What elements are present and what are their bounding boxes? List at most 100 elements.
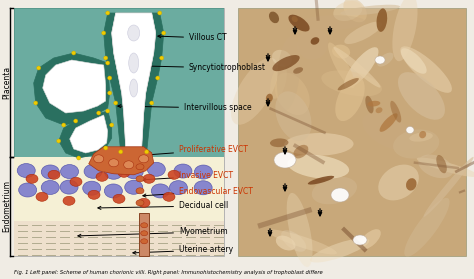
Ellipse shape: [292, 16, 298, 22]
Ellipse shape: [73, 119, 78, 123]
Ellipse shape: [365, 96, 374, 113]
Ellipse shape: [269, 12, 279, 23]
Ellipse shape: [333, 1, 362, 21]
FancyBboxPatch shape: [139, 213, 149, 256]
Ellipse shape: [125, 165, 143, 179]
Ellipse shape: [104, 56, 108, 60]
Ellipse shape: [376, 8, 387, 32]
Ellipse shape: [143, 174, 155, 183]
Ellipse shape: [36, 66, 41, 70]
Ellipse shape: [62, 123, 66, 127]
Ellipse shape: [343, 0, 367, 22]
Ellipse shape: [124, 161, 134, 169]
Ellipse shape: [108, 91, 112, 95]
Ellipse shape: [163, 192, 175, 201]
Ellipse shape: [88, 190, 100, 199]
Ellipse shape: [130, 79, 138, 97]
Ellipse shape: [41, 165, 59, 179]
Ellipse shape: [97, 111, 100, 115]
Ellipse shape: [136, 188, 144, 194]
Ellipse shape: [267, 229, 337, 254]
Ellipse shape: [109, 123, 114, 127]
Polygon shape: [70, 115, 108, 153]
Ellipse shape: [77, 156, 81, 160]
Ellipse shape: [141, 231, 148, 236]
Ellipse shape: [41, 181, 59, 194]
Ellipse shape: [417, 158, 474, 177]
Polygon shape: [34, 53, 109, 125]
Ellipse shape: [344, 47, 378, 88]
Ellipse shape: [293, 145, 309, 158]
Ellipse shape: [266, 94, 273, 102]
Ellipse shape: [390, 101, 401, 122]
Polygon shape: [104, 13, 164, 152]
Ellipse shape: [145, 150, 149, 154]
Ellipse shape: [169, 181, 187, 195]
Ellipse shape: [194, 165, 212, 179]
Ellipse shape: [106, 109, 109, 113]
Ellipse shape: [151, 184, 169, 198]
Ellipse shape: [270, 64, 287, 99]
Ellipse shape: [70, 177, 82, 186]
Ellipse shape: [344, 21, 382, 44]
Ellipse shape: [63, 196, 75, 205]
Text: Proliferative EVCT: Proliferative EVCT: [136, 146, 248, 157]
Ellipse shape: [289, 15, 310, 32]
Ellipse shape: [147, 162, 165, 176]
Ellipse shape: [48, 170, 60, 179]
Ellipse shape: [26, 174, 38, 183]
Ellipse shape: [104, 146, 108, 150]
Ellipse shape: [419, 131, 426, 138]
Ellipse shape: [288, 155, 349, 179]
Ellipse shape: [168, 170, 180, 179]
Ellipse shape: [155, 76, 160, 80]
Ellipse shape: [308, 176, 334, 185]
Text: Placenta: Placenta: [2, 66, 11, 99]
Ellipse shape: [401, 48, 427, 74]
Ellipse shape: [375, 107, 383, 113]
Ellipse shape: [72, 51, 76, 55]
Ellipse shape: [272, 50, 292, 67]
Text: Fig. 1 Left panel: Scheme of human chorionic villi. Right panel: Immunohistochem: Fig. 1 Left panel: Scheme of human chori…: [14, 270, 323, 275]
FancyBboxPatch shape: [14, 157, 224, 256]
Ellipse shape: [334, 47, 381, 88]
Ellipse shape: [139, 155, 149, 163]
Ellipse shape: [393, 129, 439, 158]
Ellipse shape: [108, 76, 112, 80]
Ellipse shape: [141, 223, 148, 228]
Ellipse shape: [362, 113, 415, 150]
Ellipse shape: [60, 180, 78, 194]
FancyBboxPatch shape: [14, 8, 224, 256]
Ellipse shape: [418, 155, 453, 178]
Ellipse shape: [160, 56, 164, 60]
Ellipse shape: [109, 159, 118, 167]
Ellipse shape: [96, 172, 108, 181]
FancyBboxPatch shape: [238, 8, 466, 256]
Ellipse shape: [281, 230, 306, 252]
Ellipse shape: [400, 46, 452, 93]
Ellipse shape: [298, 15, 365, 30]
Ellipse shape: [57, 139, 61, 143]
Ellipse shape: [17, 163, 35, 177]
Ellipse shape: [194, 181, 212, 195]
Ellipse shape: [337, 78, 359, 90]
FancyBboxPatch shape: [14, 221, 224, 256]
Ellipse shape: [275, 91, 311, 141]
Polygon shape: [43, 60, 106, 113]
Ellipse shape: [125, 180, 143, 194]
Ellipse shape: [150, 101, 154, 105]
Ellipse shape: [406, 178, 417, 191]
Ellipse shape: [293, 67, 303, 74]
Ellipse shape: [287, 193, 312, 267]
Ellipse shape: [274, 152, 296, 168]
Ellipse shape: [404, 198, 449, 257]
Ellipse shape: [18, 183, 36, 197]
Ellipse shape: [105, 165, 123, 179]
FancyBboxPatch shape: [14, 8, 224, 157]
Ellipse shape: [377, 53, 393, 67]
Ellipse shape: [231, 58, 278, 125]
Ellipse shape: [106, 11, 109, 15]
Ellipse shape: [129, 53, 139, 73]
Text: Syncytiotrophoblast: Syncytiotrophoblast: [148, 64, 266, 73]
Ellipse shape: [321, 70, 382, 97]
